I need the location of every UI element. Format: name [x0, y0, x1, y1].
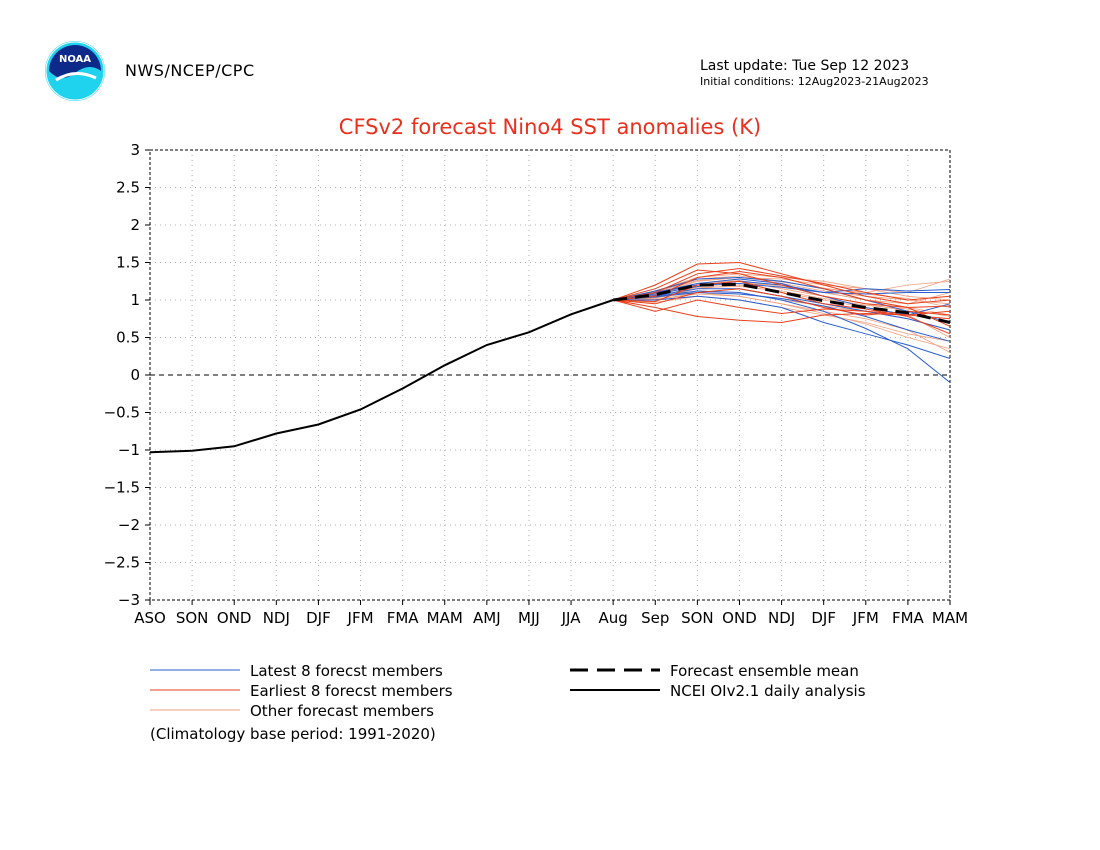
- y-tick-label: −3: [118, 591, 140, 609]
- y-tick-label: −2: [118, 516, 140, 534]
- member-line-earliest: [613, 280, 951, 335]
- climatology-note: (Climatology base period: 1991-2020): [150, 725, 436, 743]
- y-tick-label: −2.5: [104, 554, 140, 572]
- x-tick-label: AMJ: [473, 609, 501, 627]
- x-tick-label: NDJ: [263, 609, 290, 627]
- member-line-earliest: [613, 267, 951, 301]
- legend-label-earliest: Earliest 8 forecst members: [250, 682, 453, 700]
- last-update: Last update: Tue Sep 12 2023: [700, 58, 910, 74]
- y-tick-label: 1.5: [116, 254, 140, 272]
- x-tick-label: JJA: [561, 609, 582, 627]
- y-tick-label: 3: [130, 141, 140, 159]
- y-tick-label: 2: [130, 216, 140, 234]
- member-line-earliest: [613, 261, 951, 305]
- member-line-latest: [613, 276, 951, 323]
- y-tick-label: 1: [130, 291, 140, 309]
- x-tick-label: Aug: [599, 609, 628, 627]
- x-tick-label: JFM: [347, 609, 374, 627]
- y-tick-label: −1: [118, 441, 140, 459]
- y-tick-label: 0: [130, 366, 140, 384]
- chart-title: CFSv2 forecast Nino4 SST anomalies (K): [338, 115, 762, 139]
- noaa-logo: NOAA: [45, 41, 105, 101]
- y-tick-label: 2.5: [116, 179, 140, 197]
- member-line-latest: [613, 290, 951, 383]
- member-line-earliest: [613, 288, 951, 316]
- logo-text: NOAA: [59, 54, 91, 65]
- agency-label: NWS/NCEP/CPC: [125, 61, 255, 80]
- y-tick-label: −0.5: [104, 404, 140, 422]
- analysis-line: [149, 299, 614, 454]
- x-tick-label: JFM: [852, 609, 879, 627]
- x-tick-label: OND: [217, 609, 252, 627]
- legend-label-solid-black: NCEI OIv2.1 daily analysis: [670, 682, 866, 700]
- x-tick-label: SON: [681, 609, 714, 627]
- y-tick-label: 0.5: [116, 329, 140, 347]
- legend-label-other: Other forecast members: [250, 702, 434, 720]
- x-tick-label: SON: [176, 609, 209, 627]
- x-tick-label: FMA: [387, 609, 420, 627]
- x-tick-label: ASO: [134, 609, 166, 627]
- x-tick-label: Sep: [641, 609, 669, 627]
- x-tick-label: DJF: [306, 609, 331, 627]
- legend-label-dashed-black: Forecast ensemble mean: [670, 662, 859, 680]
- ensemble-mean-line: [613, 282, 951, 324]
- member-line-latest: [613, 295, 951, 359]
- member-line-earliest: [613, 269, 951, 309]
- member-line-other: [613, 293, 951, 350]
- legend-label-latest: Latest 8 forecst members: [250, 662, 443, 680]
- x-tick-label: MAM: [427, 609, 463, 627]
- y-tick-label: −1.5: [104, 479, 140, 497]
- x-tick-label: MJJ: [518, 609, 540, 627]
- x-tick-label: DJF: [811, 609, 836, 627]
- x-tick-label: NDJ: [768, 609, 795, 627]
- x-tick-label: MAM: [932, 609, 968, 627]
- initial-conditions: Initial conditions: 12Aug2023-21Aug2023: [700, 75, 929, 88]
- x-tick-label: FMA: [892, 609, 925, 627]
- x-tick-label: OND: [722, 609, 757, 627]
